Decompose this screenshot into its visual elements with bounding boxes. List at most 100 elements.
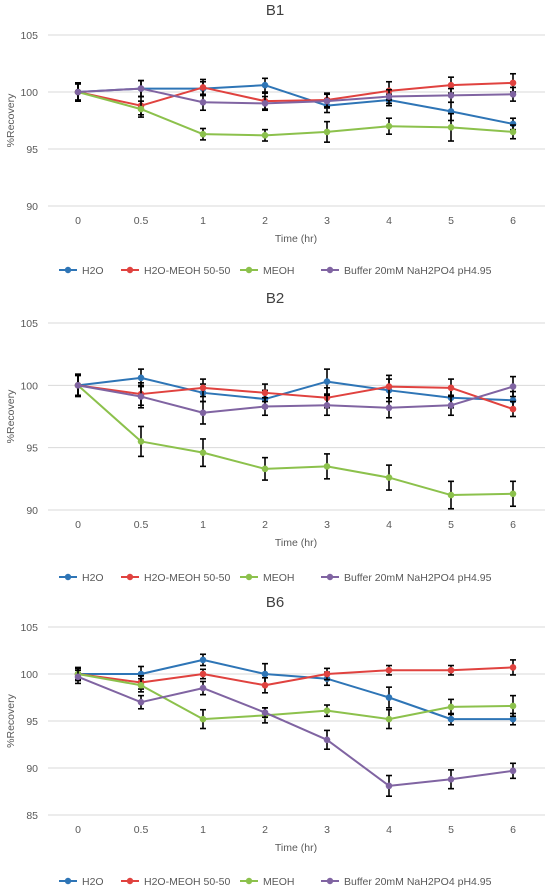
y-tick-label: 100 — [20, 380, 38, 392]
x-tick-label: 0.5 — [134, 215, 149, 227]
y-tick-label: 95 — [26, 144, 38, 156]
series-line — [77, 87, 514, 105]
legend-label: H2O — [82, 265, 104, 277]
data-point — [447, 715, 455, 723]
data-point — [447, 92, 455, 99]
data-point — [323, 736, 331, 744]
data-point — [74, 88, 82, 96]
data-point — [199, 84, 207, 91]
data-point — [385, 715, 393, 723]
series-line — [77, 81, 514, 107]
y-tick-label: 90 — [26, 763, 38, 775]
legend-marker — [64, 877, 72, 885]
x-tick-label: 0.5 — [134, 519, 149, 531]
data-point — [509, 490, 517, 498]
legend-marker — [326, 877, 334, 885]
data-point — [261, 132, 269, 139]
series-line — [77, 84, 514, 125]
data-point — [323, 128, 331, 136]
data-point — [199, 409, 207, 417]
legend-label: H2O-MEOH 50-50 — [144, 876, 231, 888]
y-tick-label: 95 — [26, 443, 38, 455]
x-tick-label: 4 — [386, 824, 392, 836]
y-tick-label: 100 — [20, 87, 38, 99]
x-tick-label: 2 — [262, 519, 268, 531]
data-point — [447, 491, 455, 499]
legend-label: Buffer 20mM NaH2PO4 pH4.95 — [344, 265, 492, 277]
data-point — [447, 666, 455, 674]
data-point — [199, 656, 207, 664]
data-point — [323, 670, 331, 678]
legend: H2O H2O-MEOH 50-50 MEOH Buffer 20mM NaH2PO4… — [59, 265, 492, 277]
y-axis-label: %Recovery — [5, 389, 17, 443]
chart-title: B2 — [266, 290, 284, 307]
data-point — [199, 449, 207, 456]
chart-panel-b1: B1 90 95 100 105 0 0.5 1 2 3 4 5 6 Time (hr) %Recovery… — [5, 2, 545, 277]
series-line — [77, 666, 514, 687]
data-point — [137, 698, 145, 706]
x-tick-label: 5 — [448, 519, 454, 531]
x-tick-label: 3 — [324, 824, 330, 836]
data-point — [74, 673, 82, 681]
x-tick-label: 3 — [324, 215, 330, 227]
data-point — [385, 782, 393, 790]
legend-marker — [64, 266, 72, 274]
data-point — [385, 666, 393, 674]
series-3 — [74, 669, 517, 798]
data-point — [447, 81, 455, 89]
data-point — [509, 90, 517, 98]
legend-label: H2O — [82, 876, 104, 888]
y-tick-label: 90 — [26, 505, 38, 517]
data-point — [509, 383, 517, 390]
data-point — [261, 100, 269, 107]
y-tick-label: 100 — [20, 669, 38, 681]
series-line — [77, 384, 514, 410]
data-point — [509, 128, 517, 136]
x-tick-label: 0 — [75, 824, 81, 836]
series-line — [77, 384, 514, 414]
x-axis-label: Time (hr) — [275, 233, 317, 245]
x-tick-label: 4 — [386, 519, 392, 531]
x-tick-label: 0 — [75, 215, 81, 227]
data-point — [199, 684, 207, 692]
data-point — [447, 775, 455, 783]
y-axis-label: %Recovery — [5, 93, 17, 147]
chart-title: B6 — [266, 594, 284, 611]
data-point — [447, 401, 455, 409]
data-point — [385, 383, 393, 390]
y-tick-label: 95 — [26, 716, 38, 728]
data-point — [323, 463, 331, 470]
series-line — [78, 658, 513, 721]
legend-marker — [326, 573, 334, 581]
data-point — [137, 438, 145, 445]
x-axis-label: Time (hr) — [275, 537, 317, 549]
data-point — [385, 694, 393, 701]
legend-marker — [64, 573, 72, 581]
chart-panel-b6: B6 85 90 95 100 105 0 0.5 1 2 3 4 5 6 Time (hr) %Recove… — [5, 594, 545, 888]
legend: H2O H2O-MEOH 50-50 MEOH Buffer 20mM NaH2PO4… — [59, 876, 492, 888]
chart-title: B1 — [266, 2, 284, 19]
legend-marker — [245, 877, 253, 885]
data-point — [199, 98, 207, 106]
data-point — [261, 709, 269, 716]
data-point — [509, 79, 517, 87]
series-3 — [74, 374, 517, 425]
data-point — [447, 124, 455, 131]
x-tick-label: 6 — [510, 215, 516, 227]
y-tick-label: 105 — [20, 318, 38, 330]
y-axis-label: %Recovery — [5, 693, 17, 747]
legend-marker — [245, 573, 253, 581]
data-point — [137, 393, 145, 400]
x-tick-label: 1 — [200, 519, 206, 531]
x-axis-label: Time (hr) — [275, 842, 317, 854]
data-point — [199, 384, 207, 392]
data-point — [385, 122, 393, 130]
data-point — [137, 681, 145, 689]
series-line — [77, 675, 514, 787]
x-tick-label: 1 — [200, 824, 206, 836]
data-point — [385, 93, 393, 100]
legend-label: MEOH — [263, 265, 295, 277]
data-point — [509, 405, 517, 413]
data-point — [74, 382, 82, 389]
